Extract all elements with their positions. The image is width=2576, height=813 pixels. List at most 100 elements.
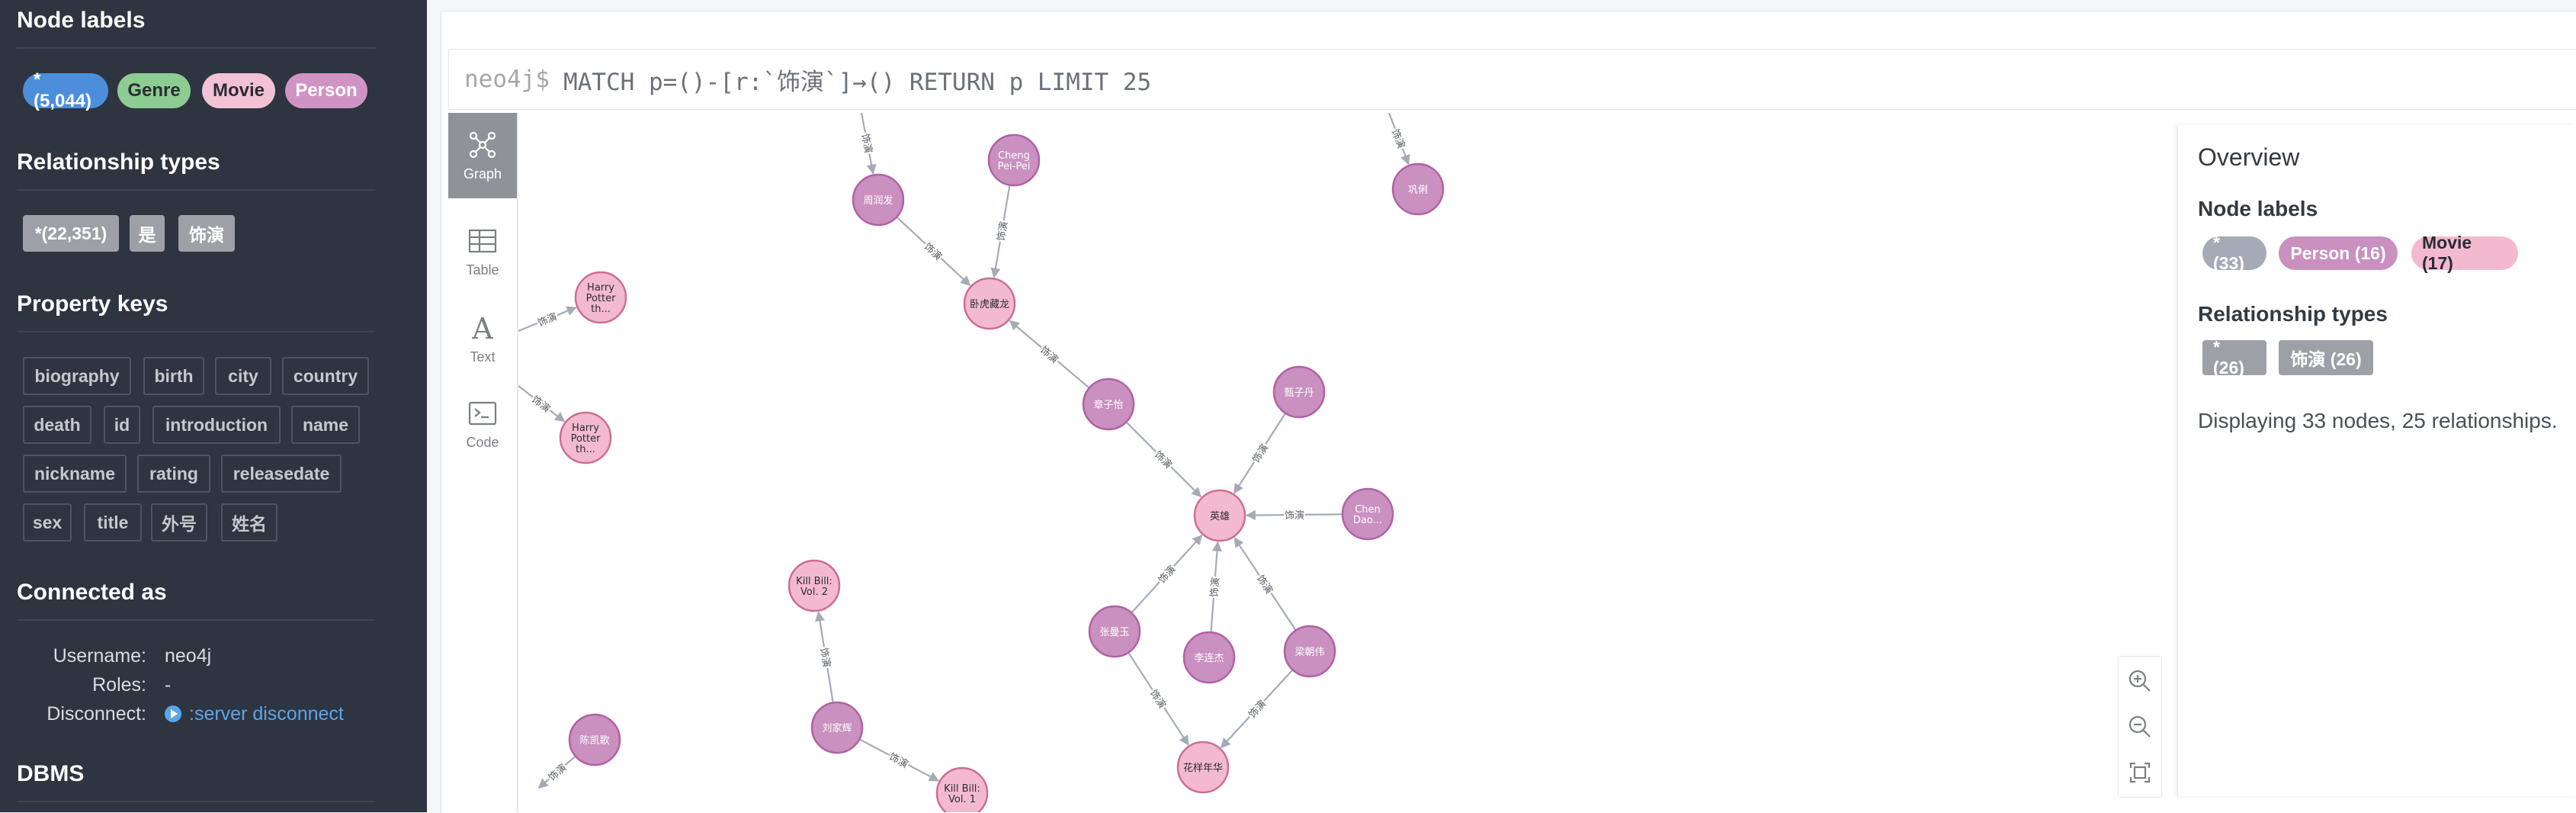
- node-circle[interactable]: [987, 133, 1041, 187]
- node-circle[interactable]: [574, 271, 627, 324]
- node-circle[interactable]: [1182, 631, 1236, 684]
- editor-prompt: neo4j$: [464, 66, 550, 93]
- movie-node[interactable]: 花样年华: [1176, 741, 1230, 794]
- node-circle[interactable]: [568, 713, 621, 766]
- person-node[interactable]: 李连杰: [1182, 631, 1236, 684]
- node-label: 陈凯歌: [579, 734, 609, 747]
- person-node[interactable]: 周润发: [852, 173, 905, 227]
- node-circle[interactable]: [1176, 741, 1230, 794]
- node-circle[interactable]: [559, 411, 612, 464]
- node-circle[interactable]: [963, 277, 1016, 330]
- property-key[interactable]: id: [104, 406, 140, 444]
- node-circle[interactable]: [1082, 378, 1135, 431]
- movie-node[interactable]: Kill Bill: Vol. 2: [788, 559, 841, 612]
- node-label: 刘家辉: [822, 722, 852, 734]
- overview-panel: Overview Node labels * (33) Person (16) …: [2177, 125, 2576, 796]
- edge-label-bg: [818, 645, 834, 670]
- play-icon[interactable]: [165, 705, 181, 722]
- overview-label-person[interactable]: Person (16): [2279, 236, 2398, 270]
- tab-graph[interactable]: Graph: [448, 113, 517, 198]
- node-label: Kill Bill: Vol. 1: [944, 783, 980, 805]
- disconnect-label: Disconnect:: [47, 703, 146, 725]
- tab-graph-label: Graph: [463, 166, 502, 182]
- rel-type-all[interactable]: *(22,351): [23, 215, 119, 252]
- disconnect-link[interactable]: :server disconnect: [189, 703, 344, 725]
- property-key[interactable]: title: [84, 503, 142, 541]
- property-key[interactable]: birth: [143, 357, 204, 395]
- property-key[interactable]: rating: [137, 455, 210, 493]
- person-node[interactable]: Cheng Pei-Pei: [987, 133, 1041, 187]
- label-pill-person[interactable]: Person: [285, 73, 367, 108]
- label-pill-all[interactable]: *(5,044): [23, 69, 108, 111]
- property-key[interactable]: releasedate: [221, 455, 342, 493]
- node-label: 甄子丹: [1284, 387, 1314, 399]
- movie-node[interactable]: 卧虎藏龙: [963, 277, 1016, 330]
- person-node[interactable]: 刘家辉: [810, 701, 864, 754]
- movie-node[interactable]: Harry Potter th...: [574, 271, 627, 324]
- tab-code[interactable]: Code: [448, 381, 517, 467]
- person-node[interactable]: 章子怡: [1082, 378, 1135, 431]
- zoom-out-icon[interactable]: [2125, 712, 2155, 742]
- overview-label-movie[interactable]: Movie (17): [2411, 233, 2518, 273]
- property-key[interactable]: name: [291, 406, 360, 444]
- node-circle[interactable]: [1391, 162, 1445, 216]
- roles-value: -: [165, 674, 172, 696]
- edge-label-bg: [1154, 561, 1179, 586]
- edge-label: 饰演: [1285, 509, 1304, 522]
- rel-type-shiyan[interactable]: 饰演: [178, 215, 235, 252]
- node-circle[interactable]: [788, 559, 841, 612]
- label-pill-genre[interactable]: Genre: [117, 73, 191, 108]
- person-node[interactable]: Chen Dao...: [1341, 487, 1394, 541]
- overview-rel-shiyan[interactable]: 饰演 (26): [2279, 340, 2373, 375]
- username-value: neo4j: [165, 645, 212, 667]
- person-node[interactable]: 甄子丹: [1272, 365, 1326, 419]
- edge-label: 饰演: [995, 220, 1010, 242]
- property-key[interactable]: city: [215, 357, 271, 395]
- person-node[interactable]: 梁朝伟: [1283, 625, 1336, 678]
- fit-screen-icon[interactable]: [2125, 757, 2155, 788]
- property-key[interactable]: nickname: [23, 455, 127, 493]
- zoom-in-icon[interactable]: [2125, 666, 2155, 696]
- tab-text[interactable]: A Text: [448, 296, 517, 381]
- node-label: 章子怡: [1093, 399, 1123, 411]
- property-key[interactable]: death: [23, 406, 91, 444]
- username-label: Username:: [53, 645, 146, 667]
- property-key[interactable]: 姓名: [221, 503, 277, 541]
- node-circle[interactable]: [1088, 605, 1141, 658]
- node-circle[interactable]: [1283, 625, 1336, 678]
- query-editor[interactable]: neo4j$ MATCH p=()-[r:`饰演`]→() RETURN p L…: [448, 49, 2576, 110]
- node-circle[interactable]: [852, 173, 905, 227]
- movie-node[interactable]: 英雄: [1193, 489, 1246, 542]
- overview-rel-all[interactable]: * (26): [2202, 337, 2266, 378]
- node-label: 梁朝伟: [1294, 647, 1324, 658]
- node-circle[interactable]: [935, 766, 989, 812]
- movie-node[interactable]: Kill Bill: Vol. 1: [935, 766, 989, 812]
- query-text[interactable]: MATCH p=()-[r:`饰演`]→() RETURN p LIMIT 25: [563, 68, 1152, 96]
- node-label: 周润发: [863, 194, 893, 207]
- node-circle[interactable]: [810, 701, 864, 754]
- edge-label: 饰演: [1389, 127, 1407, 150]
- movie-node[interactable]: Harry Potter th...: [559, 411, 612, 464]
- node-circle[interactable]: [1272, 365, 1326, 419]
- node-circle[interactable]: [1193, 489, 1246, 542]
- property-key[interactable]: sex: [23, 503, 72, 541]
- property-key[interactable]: biography: [23, 357, 131, 395]
- overview-label-all[interactable]: * (33): [2202, 233, 2266, 273]
- person-node[interactable]: 张曼玉: [1088, 605, 1141, 658]
- property-key[interactable]: country: [282, 357, 369, 395]
- nodes-layer: 周润发 Cheng Pei-Pei 卧虎藏龙 巩俐 Harry Potter th... Har…: [559, 133, 1445, 812]
- label-pill-movie[interactable]: Movie: [202, 73, 275, 108]
- property-key[interactable]: introduction: [152, 406, 281, 444]
- node-circle[interactable]: [1341, 487, 1394, 541]
- person-node[interactable]: 陈凯歌: [568, 713, 621, 766]
- code-icon: [468, 401, 497, 426]
- property-keys-title: Property keys: [17, 291, 168, 317]
- tab-table[interactable]: Table: [448, 209, 517, 294]
- overview-node-labels-title: Node labels: [2198, 197, 2318, 220]
- property-key[interactable]: 外号: [151, 503, 207, 541]
- person-node[interactable]: 巩俐: [1391, 162, 1445, 216]
- node-label: Harry Potter th...: [586, 282, 617, 315]
- rel-type-shi[interactable]: 是: [130, 215, 165, 252]
- edge-label-bg: [1283, 508, 1306, 522]
